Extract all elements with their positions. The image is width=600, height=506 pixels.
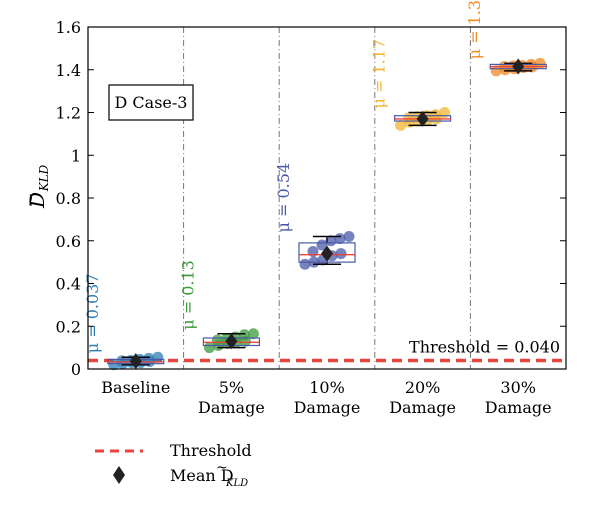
y-axis-title-sub: KLD <box>37 164 51 192</box>
x-tick-label: Damage <box>485 398 552 417</box>
box <box>298 242 356 263</box>
box-group: μ = 1.17 <box>370 39 452 131</box>
y-tick-label: 0.6 <box>56 232 81 251</box>
data-point <box>247 328 259 340</box>
x-tick-label: 5% <box>219 378 244 397</box>
y-axis: 0 0.2 0.4 0.6 0.8 1 1.2 1.4 1.6 <box>56 18 566 379</box>
data-point <box>395 119 407 131</box>
legend-mean-accent: ~ <box>216 460 228 476</box>
data-point <box>343 230 355 242</box>
data-point <box>316 239 328 251</box>
y-tick-label: 0 <box>71 360 81 379</box>
y-axis-title: ~ D KLD <box>20 164 51 209</box>
box-group: μ = 0.54 <box>274 163 356 270</box>
x-tick-label: 20% <box>405 378 441 397</box>
case-label: D Case-3 <box>115 93 188 112</box>
legend-mean-sub: KLD <box>225 478 248 489</box>
mean-marker <box>321 245 333 262</box>
mean-label: μ = 0.13 <box>178 260 197 330</box>
mean-label: μ = 1.17 <box>370 39 389 109</box>
y-axis-title-accent: ~ <box>20 192 41 207</box>
mean-marker <box>416 110 429 127</box>
data-point <box>439 107 451 118</box>
y-tick-label: 1.4 <box>56 61 81 80</box>
box-group: μ = 1.36 <box>465 0 547 77</box>
data-point <box>325 235 337 247</box>
legend: Threshold Mean D ~ KLD <box>95 441 252 489</box>
mean-label: μ = 0.037 <box>83 273 102 353</box>
legend-mean-swatch <box>113 466 125 484</box>
data-point <box>335 248 347 260</box>
mean-marker <box>225 333 238 350</box>
data-point <box>152 351 164 363</box>
x-tick-label: Baseline <box>101 378 170 397</box>
x-axis: Baseline 5%Damage10%Damage20%Damage30%Dam… <box>101 378 551 417</box>
y-tick-label: 1.2 <box>56 104 81 123</box>
mean-label: μ = 0.54 <box>274 163 293 233</box>
y-tick-label: 0.4 <box>56 275 81 294</box>
category-grid <box>183 27 471 369</box>
x-tick-label: 10% <box>309 378 345 397</box>
box-group: μ = 0.13 <box>178 260 260 354</box>
case-label-box: D Case-3 <box>108 84 194 121</box>
x-tick-label: Damage <box>198 398 265 417</box>
mean-label: μ = 1.36 <box>465 0 484 59</box>
legend-mean-label: Mean D <box>170 466 234 485</box>
mean-marker <box>512 58 525 75</box>
y-tick-label: 0.8 <box>56 189 81 208</box>
x-tick-label: Damage <box>294 398 361 417</box>
y-axis-title-main: D <box>25 192 49 209</box>
x-tick-label: 30% <box>500 378 536 397</box>
box-group: μ = 0.037 <box>83 273 165 371</box>
data-point <box>143 352 155 364</box>
y-tick-label: 1 <box>71 146 81 165</box>
y-tick-label: 0.2 <box>56 317 81 336</box>
threshold-label: Threshold = 0.040 <box>409 337 560 356</box>
mean-marker <box>129 353 142 370</box>
data-point <box>203 342 215 354</box>
legend-threshold-label: Threshold <box>170 441 252 460</box>
box-groups: μ = 0.037 μ = 0.13 μ = 0.54 μ = 1.17 μ = 1.3… <box>83 0 547 371</box>
plot-frame <box>87 26 567 370</box>
data-point <box>299 258 311 270</box>
y-tick-label: 1.6 <box>56 18 81 37</box>
x-tick-label: Damage <box>389 398 456 417</box>
